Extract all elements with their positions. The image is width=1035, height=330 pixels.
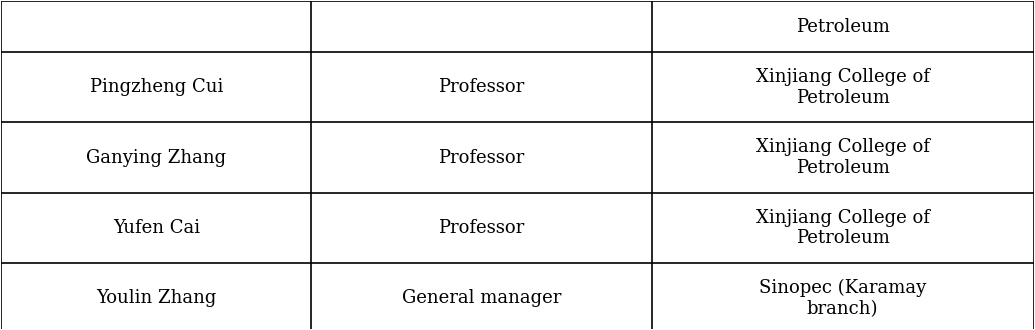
Text: Xinjiang College of
Petroleum: Xinjiang College of Petroleum — [756, 138, 929, 177]
Text: Pingzheng Cui: Pingzheng Cui — [90, 78, 223, 96]
Text: Ganying Zhang: Ganying Zhang — [86, 148, 227, 167]
Text: Petroleum: Petroleum — [796, 18, 890, 36]
Text: Professor: Professor — [438, 148, 525, 167]
Text: Sinopec (Karamay
branch): Sinopec (Karamay branch) — [759, 279, 926, 318]
Text: Xinjiang College of
Petroleum: Xinjiang College of Petroleum — [756, 209, 929, 248]
Text: Xinjiang College of
Petroleum: Xinjiang College of Petroleum — [756, 68, 929, 107]
Text: Professor: Professor — [438, 219, 525, 237]
Text: Professor: Professor — [438, 78, 525, 96]
Text: Youlin Zhang: Youlin Zhang — [96, 289, 216, 307]
Text: General manager: General manager — [402, 289, 561, 307]
Text: Yufen Cai: Yufen Cai — [113, 219, 200, 237]
